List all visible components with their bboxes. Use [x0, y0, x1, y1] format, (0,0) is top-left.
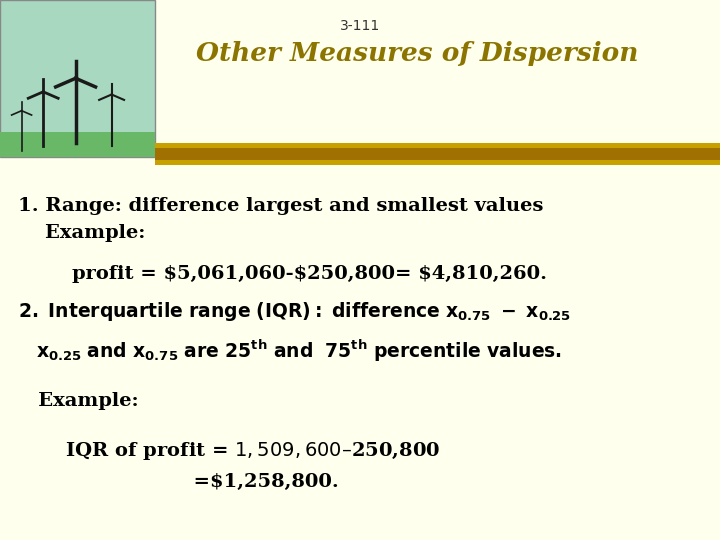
Text: IQR of profit = $1,509,600 – $250,800: IQR of profit = $1,509,600 – $250,800 [18, 440, 441, 462]
Bar [155, 143, 720, 165]
Bar [0, 0, 155, 157]
Text: Example:: Example: [18, 224, 145, 242]
Text: 3-111: 3-111 [340, 19, 380, 33]
Text: $\mathbf{\ \ \ x_{0.25}\ and\ x_{0.75}\ are\ 25^{th}\ and\ \ 75^{th}\ percentile: $\mathbf{\ \ \ x_{0.25}\ and\ x_{0.75}\ … [18, 338, 562, 364]
Text: $\mathbf{2.\ Interquartile\ range\ (IQR):\ difference\ x_{0.75}\ -\ x_{0.25}}$: $\mathbf{2.\ Interquartile\ range\ (IQR)… [18, 300, 571, 323]
Text: profit = $5,061,060-$250,800= $4,810,260.: profit = $5,061,060-$250,800= $4,810,260… [18, 265, 547, 282]
Text: 1. Range: difference largest and smallest values: 1. Range: difference largest and smalles… [18, 197, 544, 215]
Text: Example:: Example: [18, 392, 139, 409]
Text: Other Measures of Dispersion: Other Measures of Dispersion [197, 40, 639, 65]
Bar [0, 132, 155, 157]
Text: =$1,258,800.: =$1,258,800. [18, 472, 338, 490]
Bar [155, 148, 720, 160]
